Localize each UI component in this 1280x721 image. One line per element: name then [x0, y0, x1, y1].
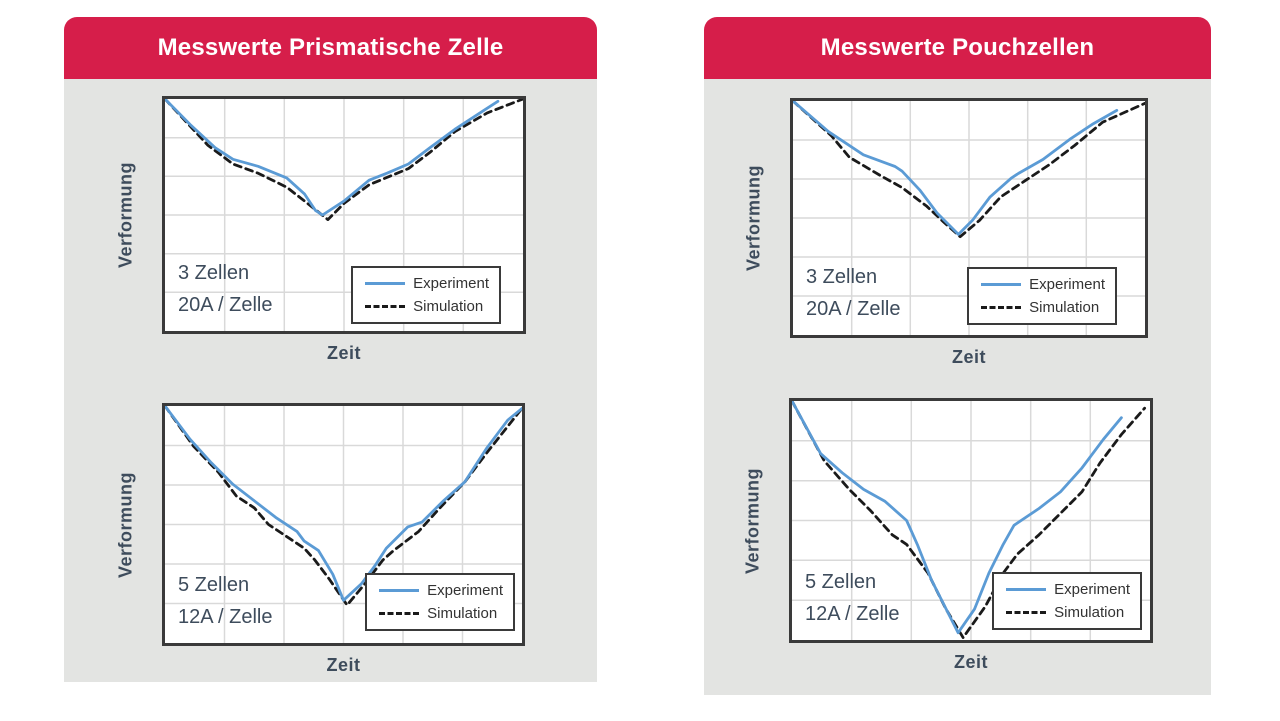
panel-prismatic-cells: Messwerte Prismatische Zelle Verformung …	[64, 17, 597, 682]
legend-label: Experiment	[1029, 276, 1105, 293]
chart-pouch-3-cells: Verformung 3 Zellen 20A / Zelle Experime…	[744, 98, 1148, 367]
chart-annotation: 3 Zellen 20A / Zelle	[178, 257, 273, 321]
legend-item-experiment: Experiment	[365, 275, 489, 292]
x-axis-label: Zeit	[951, 347, 986, 367]
legend-item-experiment: Experiment	[379, 582, 503, 599]
panel-pouch-cells: Messwerte Pouchzellen Verformung 3 Zelle…	[704, 17, 1211, 695]
annotation-current: 12A / Zelle	[178, 606, 273, 628]
experiment-line-sample	[981, 283, 1022, 286]
panel-header: Messwerte Pouchzellen	[704, 17, 1211, 79]
legend-label: Experiment	[413, 275, 489, 292]
panel-header: Messwerte Prismatische Zelle	[64, 17, 597, 79]
legend-label: Simulation	[427, 605, 498, 622]
annotation-current: 20A / Zelle	[806, 298, 901, 320]
y-axis-label: Verformung	[742, 467, 763, 574]
panel-body: Verformung 3 Zellen 20A / Zelle Experime…	[64, 79, 597, 682]
legend-item-experiment: Experiment	[981, 276, 1105, 293]
plot-area: 3 Zellen 20A / Zelle Experiment Simulati…	[790, 98, 1148, 338]
legend-label: Simulation	[413, 298, 484, 315]
chart-pouch-5-cells: Verformung 5 Zellen 12A / Zelle Experime…	[743, 398, 1153, 672]
simulation-line-sample	[1006, 611, 1047, 614]
y-axis-label: Verformung	[743, 165, 764, 272]
plot-area: 5 Zellen 12A / Zelle Experiment Simulati…	[789, 398, 1153, 643]
x-axis-label: Zeit	[326, 655, 361, 675]
legend-label: Experiment	[427, 582, 503, 599]
annotation-cells: 3 Zellen	[178, 262, 250, 284]
legend-label: Experiment	[1054, 581, 1130, 598]
legend-item-simulation: Simulation	[981, 299, 1105, 316]
simulation-line-sample	[379, 612, 420, 615]
legend: Experiment Simulation	[967, 267, 1117, 325]
y-axis-label: Verformung	[115, 162, 136, 269]
legend-item-simulation: Simulation	[379, 605, 503, 622]
chart-annotation: 3 Zellen 20A / Zelle	[806, 261, 901, 325]
annotation-current: 20A / Zelle	[178, 294, 273, 316]
chart-annotation: 5 Zellen 12A / Zelle	[178, 569, 273, 633]
experiment-line-sample	[379, 589, 420, 592]
annotation-cells: 5 Zellen	[805, 571, 877, 593]
chart-annotation: 5 Zellen 12A / Zelle	[805, 566, 900, 630]
chart-prismatic-3-cells: Verformung 3 Zellen 20A / Zelle Experime…	[116, 96, 526, 363]
annotation-current: 12A / Zelle	[805, 603, 900, 625]
legend-item-experiment: Experiment	[1006, 581, 1130, 598]
legend-label: Simulation	[1029, 299, 1100, 316]
panel-body: Verformung 3 Zellen 20A / Zelle Experime…	[704, 79, 1211, 695]
legend: Experiment Simulation	[365, 573, 515, 631]
plot-area: 5 Zellen 12A / Zelle Experiment Simulati…	[162, 403, 525, 646]
experiment-line-sample	[365, 282, 406, 285]
chart-prismatic-5-cells: Verformung 5 Zellen 12A / Zelle Experime…	[116, 403, 525, 675]
x-axis-label: Zeit	[953, 652, 988, 672]
simulation-line-sample	[981, 306, 1022, 309]
panel-title: Messwerte Prismatische Zelle	[157, 34, 504, 61]
annotation-cells: 3 Zellen	[806, 266, 878, 288]
panel-title: Messwerte Pouchzellen	[820, 34, 1095, 61]
plot-area: 3 Zellen 20A / Zelle Experiment Simulati…	[162, 96, 526, 334]
legend-item-simulation: Simulation	[1006, 604, 1130, 621]
experiment-line-sample	[1006, 588, 1047, 591]
legend: Experiment Simulation	[992, 572, 1142, 630]
legend: Experiment Simulation	[351, 266, 501, 324]
legend-item-simulation: Simulation	[365, 298, 489, 315]
annotation-cells: 5 Zellen	[178, 574, 250, 596]
x-axis-label: Zeit	[326, 343, 361, 363]
simulation-line-sample	[365, 305, 406, 308]
y-axis-label: Verformung	[115, 471, 136, 578]
legend-label: Simulation	[1054, 604, 1125, 621]
